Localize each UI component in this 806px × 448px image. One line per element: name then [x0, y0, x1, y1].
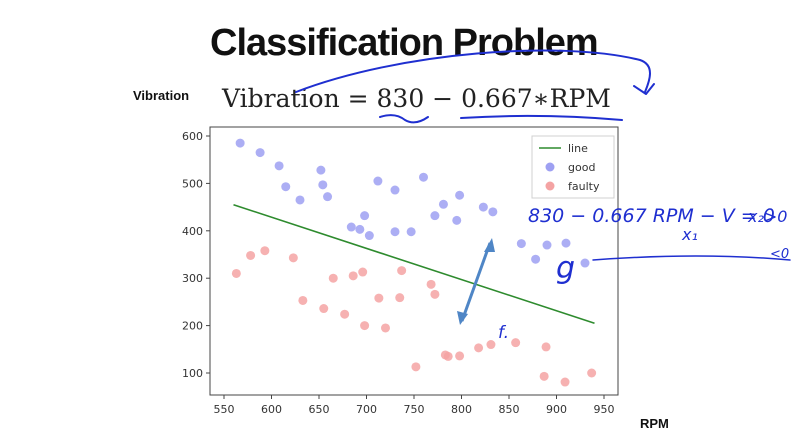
- lt0-label: <0: [770, 247, 789, 262]
- handwritten-equation: 830 − 0.667 RPM − V = 0: [528, 205, 775, 227]
- underline-830: [379, 114, 429, 124]
- faulty-point: [397, 266, 407, 276]
- faulty-point: [541, 342, 551, 352]
- good-point: [360, 211, 370, 221]
- good-point: [580, 258, 590, 268]
- equation: Vibration = 830 − 0.667∗RPM: [222, 84, 611, 113]
- good-points: [235, 138, 590, 268]
- good-point: [364, 231, 374, 241]
- good-point: [295, 195, 305, 205]
- faulty-point: [348, 271, 358, 281]
- faulty-points: [231, 246, 597, 387]
- faulty-point: [587, 368, 597, 378]
- handwritten-arrowhead: [633, 83, 655, 95]
- good-point: [531, 254, 541, 264]
- faulty-point: [288, 253, 298, 263]
- faulty-point: [539, 371, 549, 381]
- faulty-point: [319, 304, 329, 314]
- faulty-point: [260, 246, 270, 256]
- x-axis-outer-label: RPM: [640, 416, 669, 431]
- faulty-point: [381, 323, 390, 333]
- x-tick-label: 550: [214, 403, 235, 416]
- x2-label: x₂>0: [747, 207, 787, 226]
- handwritten-curve: [295, 49, 651, 93]
- x-tick-label: 650: [309, 403, 330, 416]
- handwritten-pointer-line: [592, 255, 791, 261]
- good-point: [390, 185, 400, 195]
- f-label: f.: [498, 323, 509, 343]
- slide-title: Classification Problem: [210, 22, 599, 64]
- faulty-point: [328, 273, 338, 283]
- faulty-point: [455, 351, 465, 361]
- axis-ticks: 550 600 650 700 750 800 850 900 950 100 200 300 400 5…: [182, 130, 615, 416]
- good-point: [346, 222, 356, 232]
- faulty-point: [360, 321, 370, 331]
- good-point: [274, 161, 284, 171]
- y-tick-label: 400: [182, 225, 203, 238]
- y-tick-label: 500: [182, 177, 203, 190]
- underline-coefficient: [460, 114, 623, 121]
- faulty-point: [443, 351, 453, 361]
- x-tick-label: 750: [404, 403, 425, 416]
- legend-good-label: good: [568, 161, 595, 174]
- good-point: [390, 227, 400, 237]
- legend-line-label: line: [568, 142, 588, 155]
- y-tick-label: 100: [182, 367, 203, 380]
- g-label: g: [556, 251, 575, 286]
- good-point: [355, 224, 365, 234]
- faulty-point: [231, 268, 241, 278]
- x-tick-label: 700: [356, 403, 377, 416]
- faulty-point: [511, 338, 521, 348]
- good-point: [318, 180, 328, 190]
- arrow-head-bottom: [457, 311, 468, 325]
- legend-faulty-swatch: [545, 181, 555, 191]
- good-point: [438, 199, 448, 209]
- x-tick-label: 600: [261, 403, 282, 416]
- x-tick-label: 800: [451, 403, 472, 416]
- decision-line: [233, 203, 595, 324]
- legend: line good faulty: [531, 135, 615, 199]
- legend-faulty-label: faulty: [568, 180, 600, 193]
- x-tick-label: 850: [499, 403, 520, 416]
- good-point: [281, 182, 291, 192]
- faulty-point: [298, 295, 308, 305]
- good-point: [478, 202, 488, 212]
- arrow-head-top: [484, 238, 495, 252]
- good-point: [255, 148, 265, 158]
- faulty-point: [474, 343, 484, 353]
- x1-label: x₁: [681, 225, 698, 244]
- faulty-point: [426, 279, 436, 289]
- good-point: [516, 239, 526, 249]
- faulty-point: [486, 340, 496, 350]
- faulty-point: [560, 377, 570, 387]
- good-point: [419, 172, 428, 182]
- double-arrow: [460, 242, 492, 322]
- good-point: [542, 240, 552, 250]
- faulty-point: [411, 362, 421, 372]
- good-point: [323, 192, 333, 202]
- faulty-point: [395, 293, 405, 303]
- good-point: [561, 238, 571, 248]
- y-tick-label: 300: [182, 272, 203, 285]
- x-tick-label: 900: [546, 403, 567, 416]
- faulty-point: [374, 293, 384, 303]
- y-tick-label: 200: [182, 320, 203, 333]
- faulty-point: [358, 267, 368, 277]
- faulty-point: [430, 289, 440, 299]
- good-point: [406, 227, 416, 237]
- legend-good-swatch: [545, 162, 555, 172]
- x-tick-label: 950: [594, 403, 615, 416]
- y-tick-label: 600: [182, 130, 203, 143]
- equation-label: Vibration: [133, 88, 190, 103]
- good-point: [373, 176, 383, 186]
- good-point: [488, 207, 498, 217]
- faulty-point: [340, 309, 350, 319]
- good-point: [430, 211, 440, 221]
- good-point: [452, 215, 462, 225]
- faulty-point: [246, 250, 256, 260]
- good-point: [235, 138, 245, 148]
- good-point: [455, 190, 465, 200]
- good-point: [316, 165, 326, 175]
